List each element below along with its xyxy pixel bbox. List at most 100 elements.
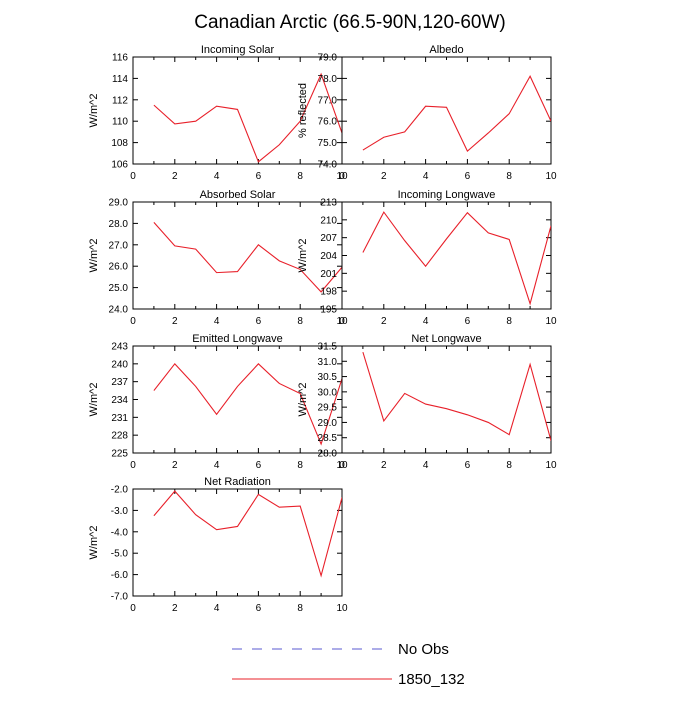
x-tick-label: 2 bbox=[172, 316, 178, 327]
x-tick-label: 0 bbox=[130, 171, 136, 182]
plot-frame bbox=[133, 202, 342, 309]
y-tick-label: 74.0 bbox=[318, 160, 338, 171]
y-tick-label: 28.5 bbox=[318, 433, 338, 444]
x-tick-label: 8 bbox=[506, 460, 512, 471]
y-tick-label: 25.0 bbox=[109, 283, 129, 294]
y-tick-label: 77.0 bbox=[318, 95, 338, 106]
y-tick-label: -6.0 bbox=[111, 570, 129, 581]
panel-title: Emitted Longwave bbox=[192, 333, 283, 345]
y-tick-label: 108 bbox=[111, 138, 128, 149]
x-tick-label: 6 bbox=[256, 316, 262, 327]
legend-entry: No Obs bbox=[232, 641, 449, 658]
x-tick-label: 6 bbox=[256, 460, 262, 471]
x-tick-label: 2 bbox=[172, 171, 178, 182]
plot-frame bbox=[342, 202, 551, 309]
y-tick-label: 240 bbox=[111, 359, 128, 370]
panel-title: Albedo bbox=[429, 44, 463, 56]
x-tick-label: 6 bbox=[465, 316, 471, 327]
series-line-1850-132 bbox=[154, 74, 342, 162]
y-tick-label: 31.5 bbox=[318, 342, 338, 353]
y-tick-label: 24.0 bbox=[109, 305, 129, 316]
y-tick-label: 28.0 bbox=[318, 449, 338, 460]
y-tick-label: 210 bbox=[320, 215, 337, 226]
y-axis-label: W/m^2 bbox=[88, 239, 100, 273]
x-tick-label: 0 bbox=[339, 171, 345, 182]
x-tick-label: 4 bbox=[214, 316, 220, 327]
x-tick-label: 0 bbox=[130, 316, 136, 327]
y-tick-label: 28.0 bbox=[109, 219, 129, 230]
series-line-1850-132 bbox=[154, 491, 342, 576]
panel-title: Net Radiation bbox=[204, 476, 271, 488]
x-tick-label: 6 bbox=[465, 460, 471, 471]
x-tick-label: 6 bbox=[256, 603, 262, 614]
y-axis-label: W/m^2 bbox=[297, 383, 309, 417]
x-tick-label: 0 bbox=[130, 460, 136, 471]
y-tick-label: 231 bbox=[111, 413, 128, 424]
x-tick-label: 8 bbox=[297, 171, 303, 182]
y-tick-label: 243 bbox=[111, 342, 128, 353]
x-tick-label: 6 bbox=[256, 171, 262, 182]
y-axis-label: % reflected bbox=[297, 83, 309, 138]
y-tick-label: 116 bbox=[112, 53, 128, 64]
legend-entry: 1850_132 bbox=[232, 671, 465, 688]
y-tick-label: 228 bbox=[111, 431, 128, 442]
x-tick-label: 10 bbox=[545, 316, 557, 327]
x-tick-label: 4 bbox=[214, 603, 220, 614]
legend-label: 1850_132 bbox=[398, 671, 465, 688]
legend-label: No Obs bbox=[398, 641, 449, 658]
x-tick-label: 10 bbox=[545, 171, 557, 182]
y-tick-label: 106 bbox=[111, 160, 128, 171]
y-tick-label: -3.0 bbox=[111, 506, 129, 517]
y-tick-label: 29.5 bbox=[318, 403, 338, 414]
panel-title: Incoming Solar bbox=[201, 44, 275, 56]
y-tick-label: 79.0 bbox=[318, 53, 338, 64]
y-tick-label: -2.0 bbox=[111, 485, 129, 496]
y-tick-label: 198 bbox=[320, 287, 337, 298]
y-tick-label: -4.0 bbox=[111, 527, 129, 538]
x-tick-label: 4 bbox=[423, 460, 429, 471]
x-tick-label: 8 bbox=[506, 316, 512, 327]
x-tick-label: 2 bbox=[172, 460, 178, 471]
y-tick-label: 26.0 bbox=[109, 262, 129, 273]
y-tick-label: 207 bbox=[320, 233, 337, 244]
series-line-1850-132 bbox=[363, 212, 551, 304]
x-tick-label: 0 bbox=[130, 603, 136, 614]
y-tick-label: 112 bbox=[112, 95, 128, 106]
x-tick-label: 2 bbox=[381, 171, 387, 182]
y-tick-label: 30.0 bbox=[318, 387, 338, 398]
series-line-1850-132 bbox=[363, 76, 551, 151]
x-tick-label: 4 bbox=[423, 171, 429, 182]
y-tick-label: 29.0 bbox=[318, 418, 338, 429]
x-tick-label: 4 bbox=[214, 171, 220, 182]
y-axis-label: W/m^2 bbox=[297, 239, 309, 273]
y-tick-label: 78.0 bbox=[318, 74, 338, 85]
x-tick-label: 4 bbox=[214, 460, 220, 471]
panel-title: Net Longwave bbox=[411, 333, 481, 345]
y-tick-label: 234 bbox=[111, 395, 128, 406]
series-line-1850-132 bbox=[154, 364, 342, 444]
figure-title: Canadian Arctic (66.5-90N,120-60W) bbox=[194, 12, 506, 33]
y-axis-label: W/m^2 bbox=[88, 383, 100, 417]
x-tick-label: 2 bbox=[381, 460, 387, 471]
y-axis-label: W/m^2 bbox=[88, 94, 100, 128]
x-tick-label: 8 bbox=[297, 316, 303, 327]
y-tick-label: 76.0 bbox=[318, 117, 338, 128]
x-tick-label: 6 bbox=[465, 171, 471, 182]
y-tick-label: -5.0 bbox=[111, 549, 129, 560]
x-tick-label: 8 bbox=[297, 460, 303, 471]
x-tick-label: 2 bbox=[172, 603, 178, 614]
x-tick-label: 10 bbox=[336, 603, 348, 614]
y-tick-label: 204 bbox=[320, 251, 337, 262]
x-tick-label: 0 bbox=[339, 460, 345, 471]
panel-title: Absorbed Solar bbox=[200, 189, 276, 201]
y-tick-label: 75.0 bbox=[318, 138, 338, 149]
y-axis-label: W/m^2 bbox=[88, 526, 100, 560]
y-tick-label: 237 bbox=[111, 377, 128, 388]
plot-frame bbox=[342, 57, 551, 164]
